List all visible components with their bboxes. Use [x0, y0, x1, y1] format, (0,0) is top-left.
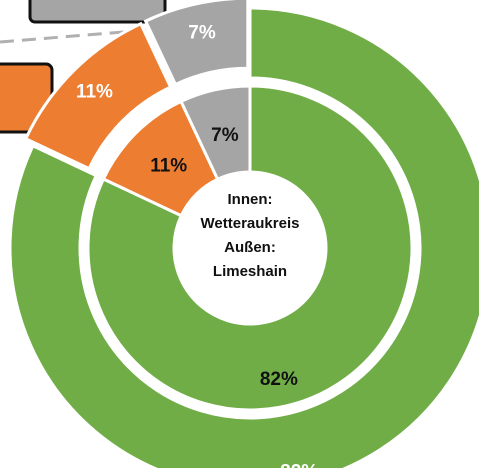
- rings: [8, 0, 479, 468]
- slice: [23, 21, 173, 171]
- data-label: 11%: [76, 81, 113, 102]
- slice: [143, 0, 250, 87]
- slice: [8, 6, 479, 468]
- data-label: 82%: [260, 369, 298, 390]
- callout-box: [28, 0, 167, 24]
- data-label: 82%: [280, 462, 318, 468]
- center-line: Wetteraukreis: [201, 215, 300, 232]
- donut-hole: [174, 172, 326, 324]
- data-label: 11%: [150, 156, 187, 177]
- data-label: 7%: [188, 22, 216, 43]
- data-label: 7%: [211, 125, 239, 146]
- center-line: Außen:: [224, 239, 276, 256]
- slice: [179, 84, 252, 182]
- center-text: Innen: Wetteraukreis Außen: Limeshain: [201, 191, 300, 280]
- center-line: Innen:: [228, 191, 273, 208]
- center-line: Limeshain: [213, 263, 287, 280]
